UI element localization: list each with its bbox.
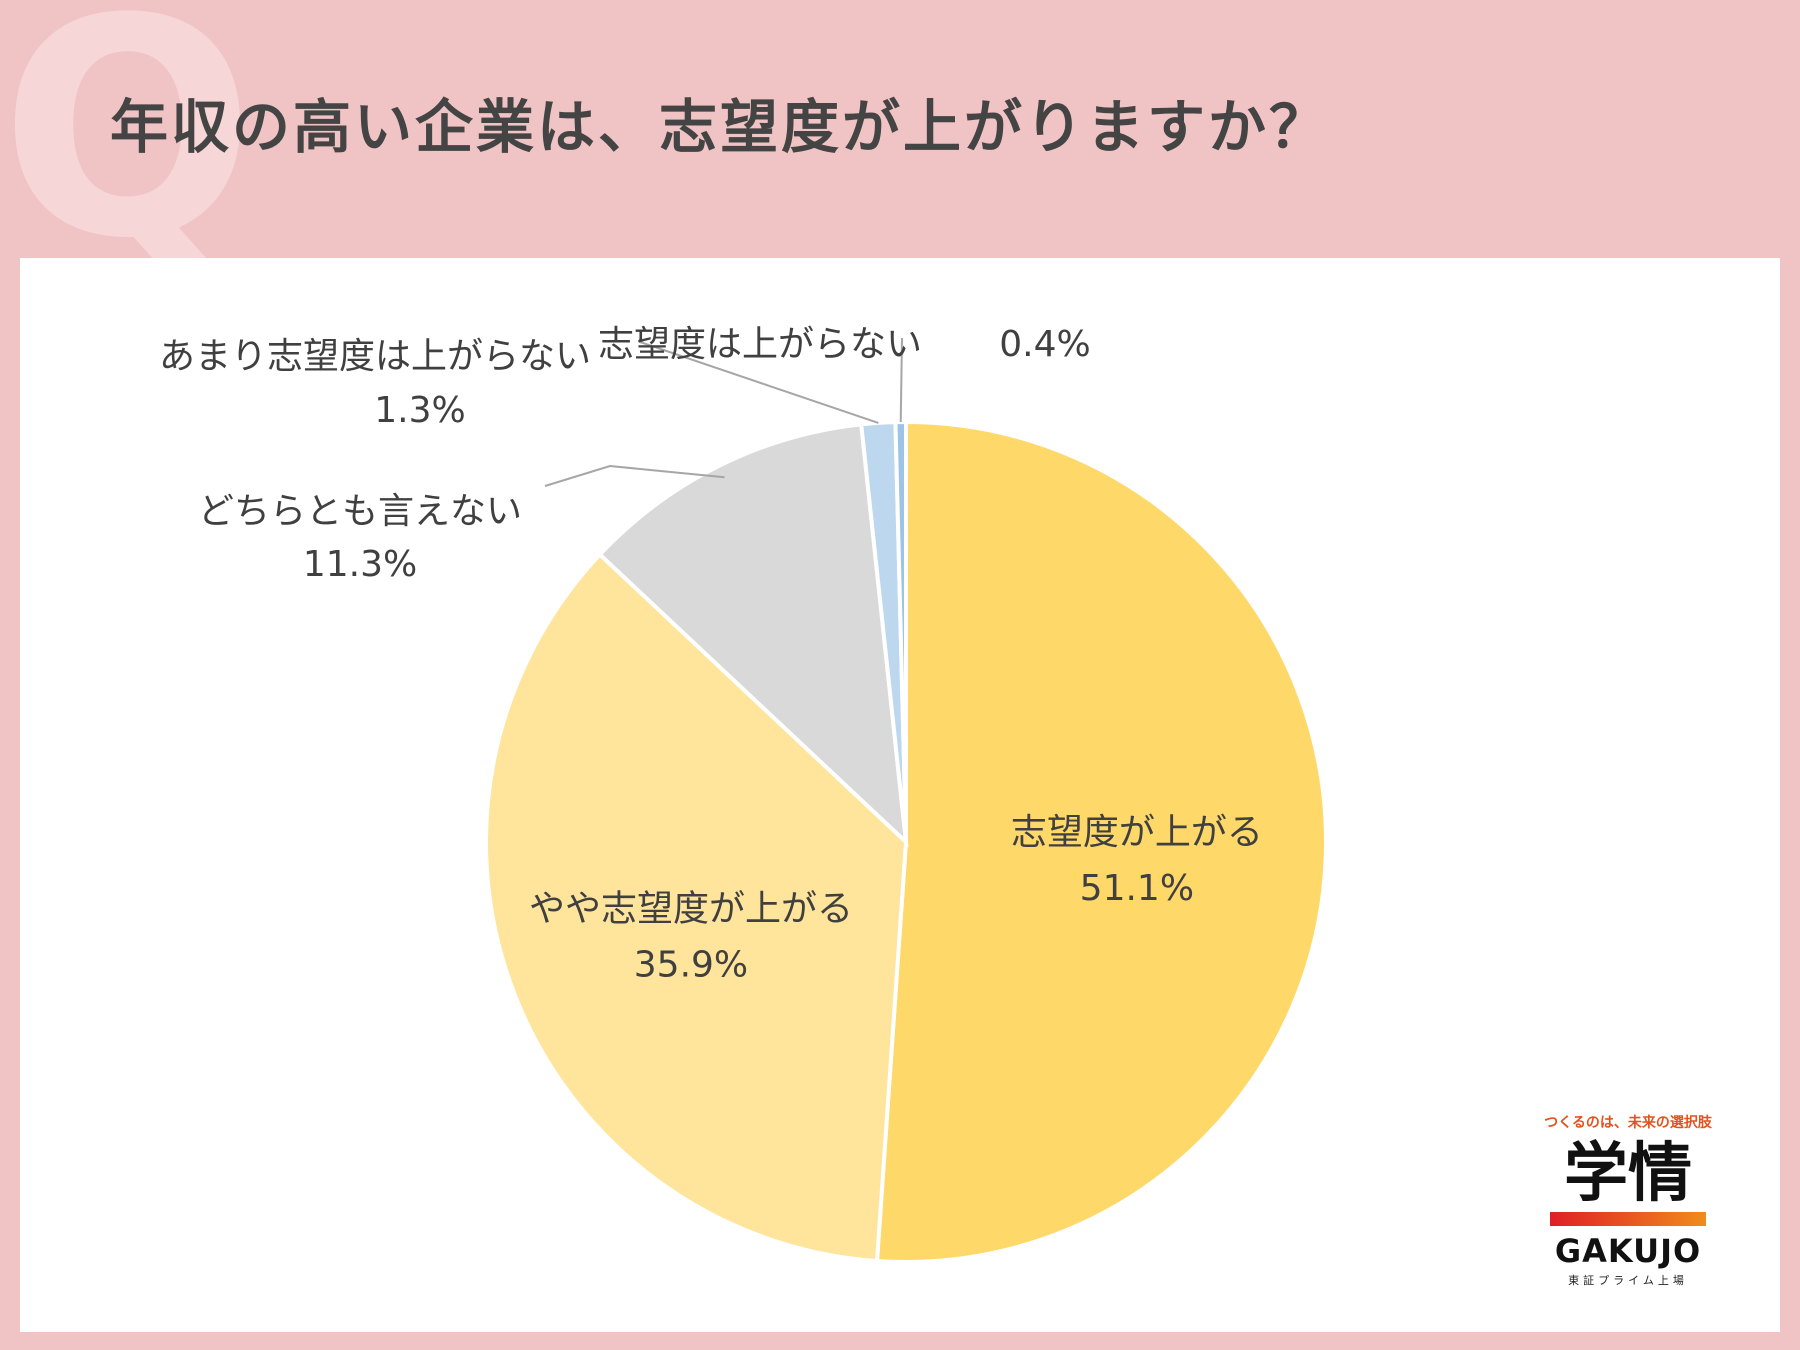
leader-line-5 [899, 337, 903, 423]
logo-bar [1550, 1212, 1706, 1226]
slice-value-2: 35.9% [634, 944, 748, 985]
pie-slice-2 [484, 551, 909, 1264]
leader-line-3 [544, 464, 725, 487]
slice-label-1: 志望度が上がる [1011, 812, 1263, 853]
logo-sub: 東証プライム上場 [1568, 1274, 1688, 1287]
page-title: 年収の高い企業は、志望度が上がりますか？ [110, 93, 1331, 161]
pie-slice-1 [874, 419, 1328, 1264]
chart-panel: 志望度が上がる 51.1% やや志望度が上がる 35.9% どちらとも言えない 11.3%… [20, 258, 1780, 1332]
pie-chart: 志望度が上がる 51.1% やや志望度が上がる 35.9% どちらとも言えない 11.3%… [159, 324, 1328, 1264]
slice-value-1: 51.1% [1080, 868, 1194, 909]
gakujo-logo: つくるのは、未来の選択肢 学情 GAKUJO 東証プライム上場 [1528, 1112, 1728, 1288]
slice-value-4: 1.3% [374, 390, 465, 431]
leader-line-4 [639, 341, 879, 424]
slice-label-5: 志望度は上がらない [598, 324, 922, 365]
slice-value-5: 0.4% [999, 324, 1090, 365]
q-mark: Q [0, 0, 255, 304]
logo-tagline: つくるのは、未来の選択肢 [1544, 1115, 1712, 1131]
logo-name-en: GAKUJO [1554, 1232, 1702, 1270]
slice-label-4: あまり志望度は上がらない [159, 336, 591, 377]
pie-slice-5 [893, 419, 908, 843]
slice-value-3: 11.3% [303, 544, 417, 585]
slice-label-3: どちらとも言えない [198, 491, 522, 532]
logo-name: 学情 [1564, 1137, 1692, 1211]
slice-label-2: やや志望度が上がる [529, 888, 853, 929]
pie-slice-3 [597, 422, 909, 848]
